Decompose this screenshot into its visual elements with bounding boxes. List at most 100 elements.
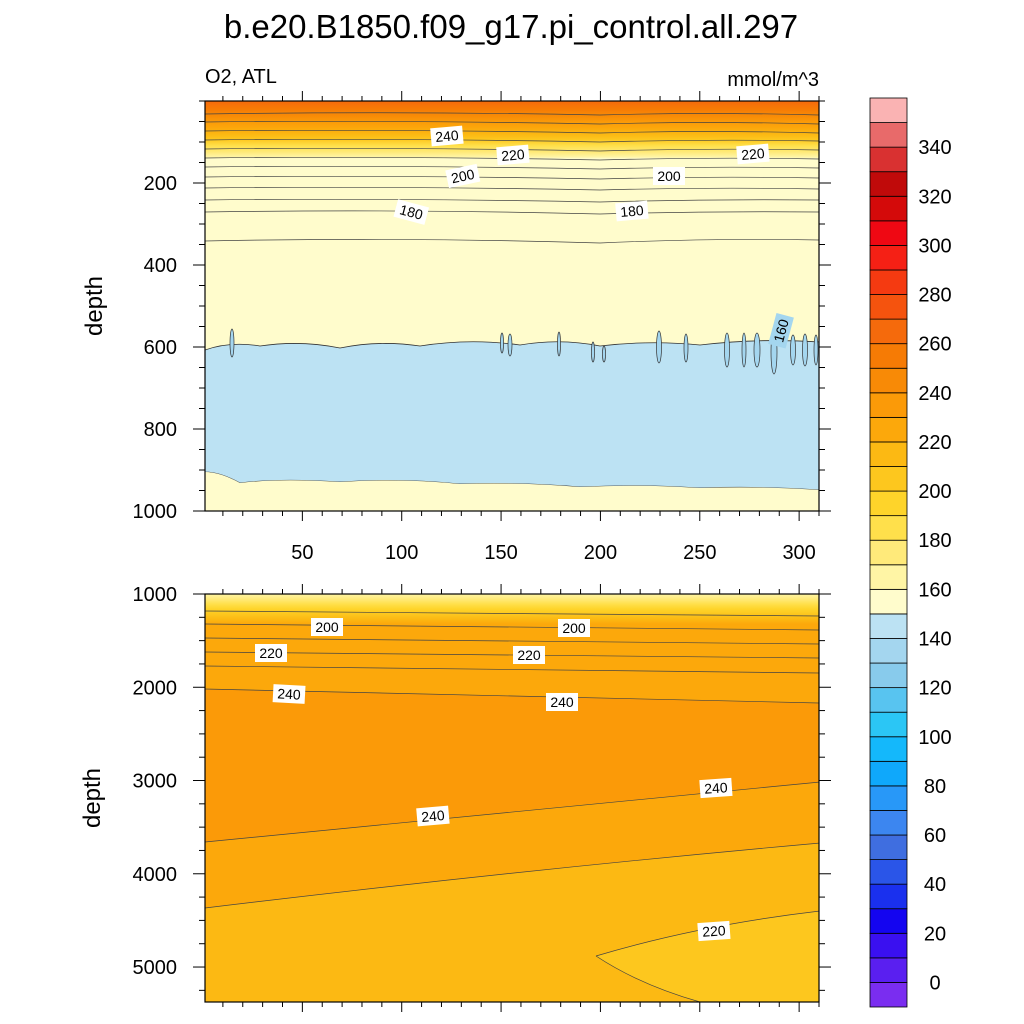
bottom-contour-label: 240 <box>704 779 729 797</box>
top-yellow-band <box>205 241 819 350</box>
top-contour-label: 240 <box>435 127 460 145</box>
variable-region-label: O2, ATL <box>205 66 277 88</box>
colorbar-label: 340 <box>918 137 951 159</box>
colorbar-box <box>869 318 908 345</box>
bottom-contour-label: 200 <box>562 620 586 636</box>
bottom-contour-label: 240 <box>277 685 301 702</box>
top-contour-label: 180 <box>398 201 425 223</box>
bottom-panel: 200 200 220 220 240 240 240 240 220 dept… <box>79 584 831 1012</box>
top-contour-label: 180 <box>620 202 645 220</box>
colorbar-box <box>869 220 908 246</box>
colorbar-label: 0 <box>929 972 940 994</box>
colorbar-box <box>869 416 908 443</box>
colorbar-box <box>869 810 908 836</box>
colorbar-box <box>869 834 908 860</box>
x-tick-label: 200 <box>584 542 617 564</box>
top-ylabel: depth <box>81 276 108 336</box>
bottom-contour-label: 220 <box>259 645 283 661</box>
colorbar-box <box>869 736 908 762</box>
bottom-contour-label: 240 <box>421 807 446 825</box>
colorbar-label: 240 <box>918 383 951 405</box>
colorbar-label: 320 <box>918 186 951 208</box>
colorbar-box <box>869 97 908 123</box>
colorbar-box <box>869 982 908 1008</box>
colorbar-box <box>869 466 908 492</box>
colorbar-box <box>869 146 908 173</box>
colorbar-box <box>869 859 908 885</box>
top-contour-label: 160 <box>770 317 792 344</box>
y-tick-label: 600 <box>144 337 177 359</box>
x-tick-label: 100 <box>385 542 418 564</box>
top-panel: 240 220 220 200 200 180 180 160 depth 20… <box>81 91 831 564</box>
bottom-plot-frame <box>204 593 820 1003</box>
colorbar-box <box>869 269 908 295</box>
colorbar-box <box>869 908 908 934</box>
bottom-ylabel: depth <box>79 768 106 828</box>
y-tick-label: 1000 <box>133 584 178 606</box>
y-tick-label: 5000 <box>133 957 178 979</box>
colorbar-label: 260 <box>918 334 951 356</box>
colorbar-label: 280 <box>918 285 951 307</box>
top-small-contours <box>229 328 819 375</box>
colorbar-box <box>869 957 908 983</box>
colorbar-label: 160 <box>918 579 951 601</box>
colorbar-box <box>869 294 908 320</box>
bottom-contour-label: 200 <box>315 619 339 635</box>
bottom-contour-label: 220 <box>517 647 541 663</box>
colorbar-label: 120 <box>918 678 951 700</box>
bottom-core-zone <box>596 911 819 1002</box>
colorbar-box <box>869 662 908 689</box>
bottom-tick-marks <box>193 584 831 1012</box>
colorbar-box <box>869 171 908 197</box>
colorbar-label: 60 <box>924 825 946 847</box>
x-tick-label: 50 <box>291 542 313 564</box>
top-contour-label: 200 <box>450 166 476 187</box>
bottom-contour-labels: 200 200 220 220 240 240 240 240 220 <box>255 618 733 942</box>
bottom-contour-label: 220 <box>702 922 727 940</box>
top-tick-marks <box>193 91 831 521</box>
y-tick-label: 4000 <box>133 864 178 886</box>
colorbar-label: 20 <box>924 923 946 945</box>
colorbar-box <box>869 539 908 566</box>
colorbar-box <box>869 367 908 394</box>
top-contour-label: 220 <box>501 146 526 164</box>
colorbar-box <box>869 760 908 787</box>
bottom-y-tick-labels: 1000 2000 3000 4000 5000 <box>133 584 178 979</box>
colorbar-box <box>869 515 908 541</box>
top-y-tick-labels: 200 400 600 800 1000 <box>133 173 178 523</box>
colorbar-box <box>869 122 908 148</box>
top-contour-label: 200 <box>657 168 681 184</box>
colorbar-box <box>869 245 908 271</box>
colorbar-label: 80 <box>924 776 946 798</box>
colorbar <box>869 97 908 1008</box>
units-label: mmol/m^3 <box>727 69 819 91</box>
top-contour-label: 220 <box>741 145 766 163</box>
colorbar-box <box>869 613 908 639</box>
top-upper-gradient <box>205 101 819 261</box>
top-deep-yellow <box>205 472 819 511</box>
colorbar-box <box>869 490 908 517</box>
colorbar-label: 300 <box>918 235 951 257</box>
colorbar-box <box>869 195 908 222</box>
top-contour-labels: 240 220 220 200 200 180 180 160 <box>393 125 794 349</box>
colorbar-box <box>869 441 908 467</box>
x-tick-label: 300 <box>782 542 815 564</box>
bottom-240-260-zone <box>205 689 819 842</box>
y-tick-label: 400 <box>144 255 177 277</box>
colorbar-box <box>869 785 908 811</box>
y-tick-label: 3000 <box>133 771 178 793</box>
bottom-contour-label: 240 <box>550 694 574 710</box>
colorbar-label: 200 <box>918 481 951 503</box>
y-tick-label: 2000 <box>133 677 178 699</box>
x-tick-label: 150 <box>484 542 517 564</box>
colorbar-label: 220 <box>918 432 951 454</box>
colorbar-box <box>869 564 908 590</box>
colorbar-box <box>869 343 908 369</box>
x-tick-label: 250 <box>683 542 716 564</box>
y-tick-label: 1000 <box>133 501 178 523</box>
chart-title: b.e20.B1850.f09_g17.pi_control.all.297 <box>224 8 798 45</box>
colorbar-box <box>869 638 908 664</box>
y-tick-label: 200 <box>144 173 177 195</box>
colorbar-box <box>869 687 908 713</box>
